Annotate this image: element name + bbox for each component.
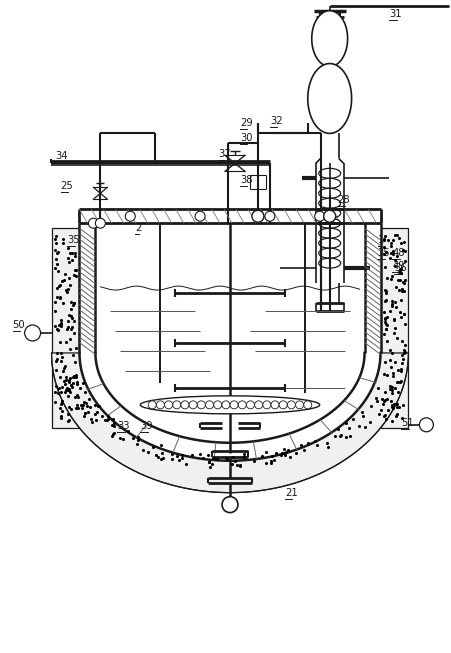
Text: 35: 35: [67, 235, 80, 245]
Circle shape: [189, 401, 197, 409]
Circle shape: [238, 401, 246, 409]
Text: 33: 33: [117, 421, 129, 431]
Text: 36: 36: [394, 263, 406, 273]
Text: 32: 32: [269, 116, 282, 127]
Text: 34: 34: [55, 151, 68, 161]
Circle shape: [205, 401, 213, 409]
Ellipse shape: [140, 396, 319, 414]
Circle shape: [125, 212, 135, 221]
Circle shape: [213, 401, 221, 409]
Circle shape: [303, 401, 311, 409]
Text: 28: 28: [337, 195, 350, 205]
Circle shape: [262, 401, 270, 409]
Circle shape: [295, 401, 303, 409]
Text: 39: 39: [140, 421, 152, 431]
Circle shape: [221, 401, 230, 409]
Bar: [51, 228, 79, 428]
Polygon shape: [307, 63, 351, 133]
Circle shape: [323, 210, 335, 222]
Text: 29: 29: [239, 118, 252, 129]
Circle shape: [197, 401, 205, 409]
Text: 21: 21: [284, 488, 297, 498]
Circle shape: [95, 218, 105, 228]
Text: 51: 51: [400, 418, 413, 428]
Text: 2: 2: [135, 223, 141, 233]
Circle shape: [254, 401, 262, 409]
Text: 1: 1: [377, 235, 383, 245]
Text: 38: 38: [239, 175, 252, 185]
Text: 31: 31: [389, 8, 401, 19]
Circle shape: [221, 497, 237, 513]
Circle shape: [195, 212, 205, 221]
Text: 49: 49: [391, 261, 404, 271]
Circle shape: [251, 210, 263, 222]
Circle shape: [246, 401, 254, 409]
Text: 50: 50: [13, 320, 25, 330]
Circle shape: [287, 401, 295, 409]
Polygon shape: [311, 10, 347, 67]
Circle shape: [180, 401, 189, 409]
Circle shape: [172, 401, 180, 409]
Circle shape: [156, 401, 164, 409]
Circle shape: [314, 212, 324, 221]
Circle shape: [271, 401, 278, 409]
Text: 35: 35: [377, 248, 389, 258]
Polygon shape: [51, 353, 408, 492]
Text: 25: 25: [60, 182, 73, 191]
Circle shape: [164, 401, 172, 409]
Circle shape: [24, 325, 41, 341]
Circle shape: [230, 401, 238, 409]
Circle shape: [88, 218, 98, 228]
Text: 48: 48: [391, 248, 404, 258]
Text: 30: 30: [239, 133, 252, 144]
Circle shape: [264, 212, 274, 221]
Text: 37: 37: [217, 150, 230, 159]
Circle shape: [148, 401, 156, 409]
Circle shape: [419, 418, 433, 432]
Circle shape: [279, 401, 286, 409]
Bar: [380, 228, 408, 428]
